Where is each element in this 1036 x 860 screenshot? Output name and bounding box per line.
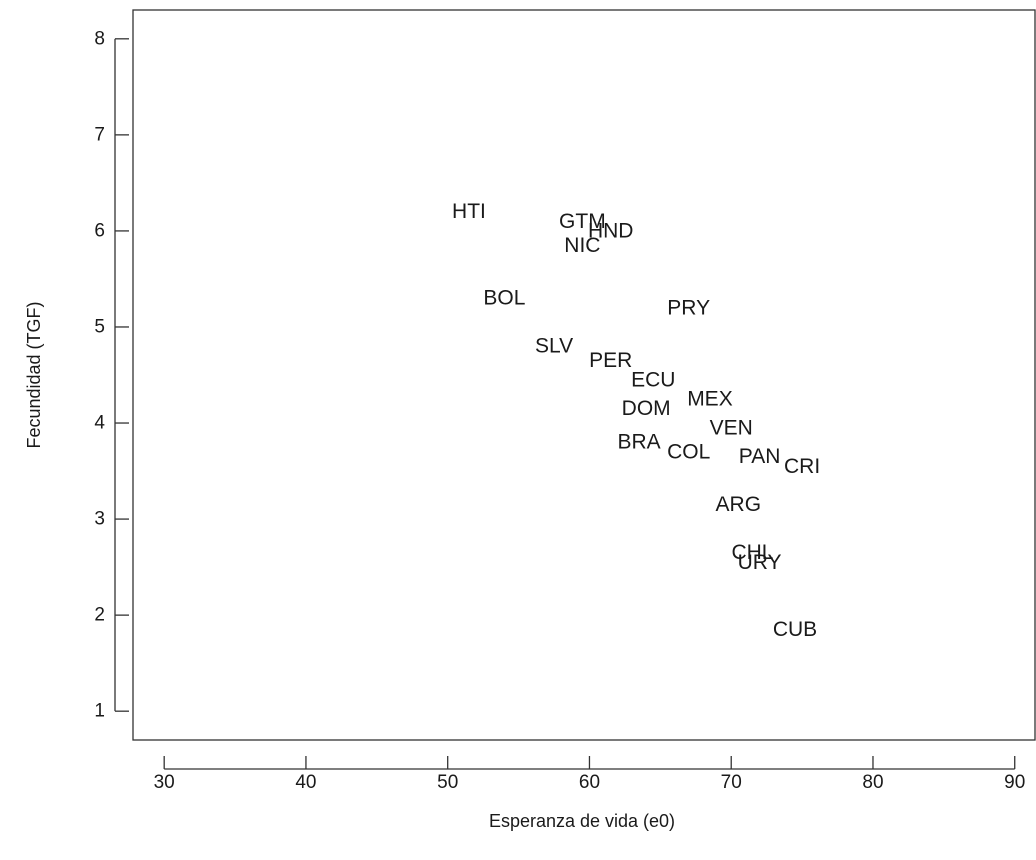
y-tick-label: 6 — [94, 220, 105, 241]
y-tick-label: 1 — [94, 701, 105, 722]
y-axis-label: Fecundidad (TGF) — [24, 301, 44, 448]
y-tick-label: 3 — [94, 509, 105, 530]
point-label-chl: CHL — [731, 541, 773, 564]
point-label-hti: HTI — [452, 200, 486, 223]
point-label-ecu: ECU — [631, 368, 675, 391]
point-label-arg: ARG — [716, 493, 762, 516]
point-label-gtm: GTM — [559, 210, 606, 233]
x-tick-label: 30 — [154, 772, 175, 793]
x-tick-label: 50 — [437, 772, 458, 793]
x-tick-label: 80 — [862, 772, 883, 793]
x-tick-label: 60 — [579, 772, 600, 793]
point-label-cri: CRI — [784, 455, 820, 478]
point-label-col: COL — [667, 440, 710, 463]
y-tick-label: 7 — [94, 124, 105, 145]
point-label-nic: NIC — [564, 234, 600, 257]
point-label-cub: CUB — [773, 618, 817, 641]
point-label-ury: URY — [738, 551, 782, 574]
y-tick-label: 5 — [94, 316, 105, 337]
point-label-mex: MEX — [687, 388, 733, 411]
point-label-per: PER — [589, 349, 632, 372]
x-axis: 30 40 50 60 70 80 90 — [154, 756, 1025, 793]
point-label-dom: DOM — [622, 397, 671, 420]
y-tick-label: 4 — [94, 413, 105, 434]
x-tick-label: 90 — [1004, 772, 1025, 793]
x-axis-label: Esperanza de vida (e0) — [489, 811, 675, 831]
point-label-hnd: HND — [588, 219, 634, 242]
y-axis: 1 2 3 4 5 6 7 8 — [94, 28, 129, 722]
point-label-pan: PAN — [739, 445, 781, 468]
point-label-ven: VEN — [710, 416, 753, 439]
point-label-bol: BOL — [483, 287, 525, 310]
plot-border — [132, 9, 1036, 741]
y-tick-label: 8 — [94, 28, 105, 49]
point-label-bra: BRA — [617, 431, 660, 454]
point-label-pry: PRY — [667, 296, 710, 319]
x-tick-label: 70 — [721, 772, 742, 793]
point-label-slv: SLV — [535, 335, 573, 358]
x-tick-label: 40 — [295, 772, 316, 793]
plot-frame — [132, 9, 1036, 741]
y-tick-label: 2 — [94, 605, 105, 626]
